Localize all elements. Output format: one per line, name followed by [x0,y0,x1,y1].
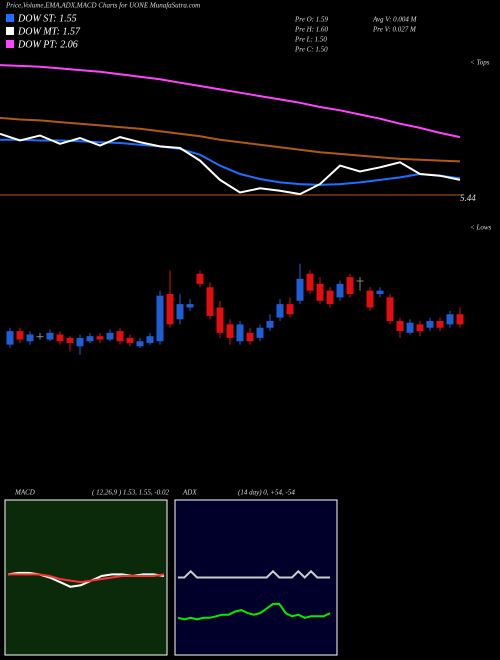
candle-body [386,297,394,321]
line [0,64,461,139]
legend-label: DOW ST: 1.55 [17,13,77,24]
candle-body [136,341,144,347]
candle-body [146,336,154,343]
candle-body [426,321,434,328]
candle-body [436,321,444,328]
candle-body [6,331,14,345]
candle-body [346,277,354,294]
info: Pre C: 1.50 [294,46,328,54]
candle-body [266,321,274,328]
candle-body [106,332,114,340]
candle-body [286,304,294,315]
candle-body [66,337,74,343]
line [0,116,461,163]
candle-body [26,334,34,342]
candle-body [416,324,424,332]
info: Pre O: 1.59 [294,16,328,24]
candle-body [406,322,414,333]
adx-title: ADX [182,489,197,497]
candle-body [176,304,184,320]
candle-body [76,337,84,347]
candle-body [306,273,314,291]
legend-swatch [6,14,14,22]
candle-body [16,331,24,340]
lows-label: < Lows [470,224,492,232]
line [8,573,165,584]
legend-swatch [6,27,14,35]
candle-body [56,334,64,342]
candle-body [186,304,194,308]
legend-label: DOW PT: 2.06 [17,39,78,50]
legend-swatch [6,40,14,48]
candle-body [36,336,44,338]
candle-body [226,324,234,338]
tops-label: < Tops [470,59,490,67]
line [177,602,331,621]
candle-body [296,278,304,301]
line [0,138,461,186]
macd-title: MACD [14,489,35,497]
candle-body [196,273,204,284]
candle-body [446,314,454,325]
line [178,569,330,579]
candle-body [246,332,254,342]
candle-body [376,290,384,294]
candle-body [456,314,464,325]
candle-body [156,295,164,342]
info: Pre V: 0.027 M [372,26,417,34]
candle-body [336,283,344,298]
candle-body [316,283,324,301]
info: Pre L: 1.50 [294,36,327,44]
candle-body [46,332,54,340]
candle-body [256,327,264,338]
candle-body [206,287,214,316]
candle-body [96,336,104,340]
info: Avg V: 0.004 M [372,16,418,24]
line [0,132,461,196]
chart-title: Price,Volume,EMA,ADX,MACD Charts for UON… [5,2,200,10]
candle-body [126,337,134,343]
panel [4,499,168,656]
candle-body [356,280,364,282]
candle-body [276,304,284,318]
candle-body [216,307,224,333]
candle-body [396,321,404,332]
candle-body [326,290,334,305]
legend-label: DOW MT: 1.57 [17,26,81,37]
level-label: 5.44 [460,193,476,203]
candle-body [236,324,244,342]
macd-params: ( 12,26,9 ) 1.53, 1.55, -0.02 [92,489,169,497]
info: Pre H: 1.60 [294,26,328,34]
candle-body [166,294,174,325]
candle-body [366,290,374,308]
adx-params: (14 day) 0, +54, -54 [238,489,295,497]
candle-body [86,336,94,342]
candle-body [116,331,124,342]
